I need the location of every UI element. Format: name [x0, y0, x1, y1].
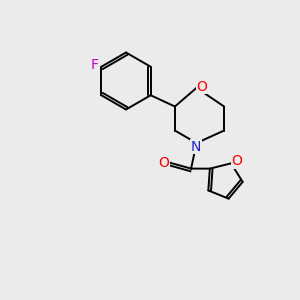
Text: O: O: [158, 156, 169, 170]
Text: O: O: [232, 154, 242, 168]
Text: N: N: [191, 140, 201, 154]
Text: O: O: [196, 80, 207, 94]
Text: F: F: [91, 58, 99, 72]
